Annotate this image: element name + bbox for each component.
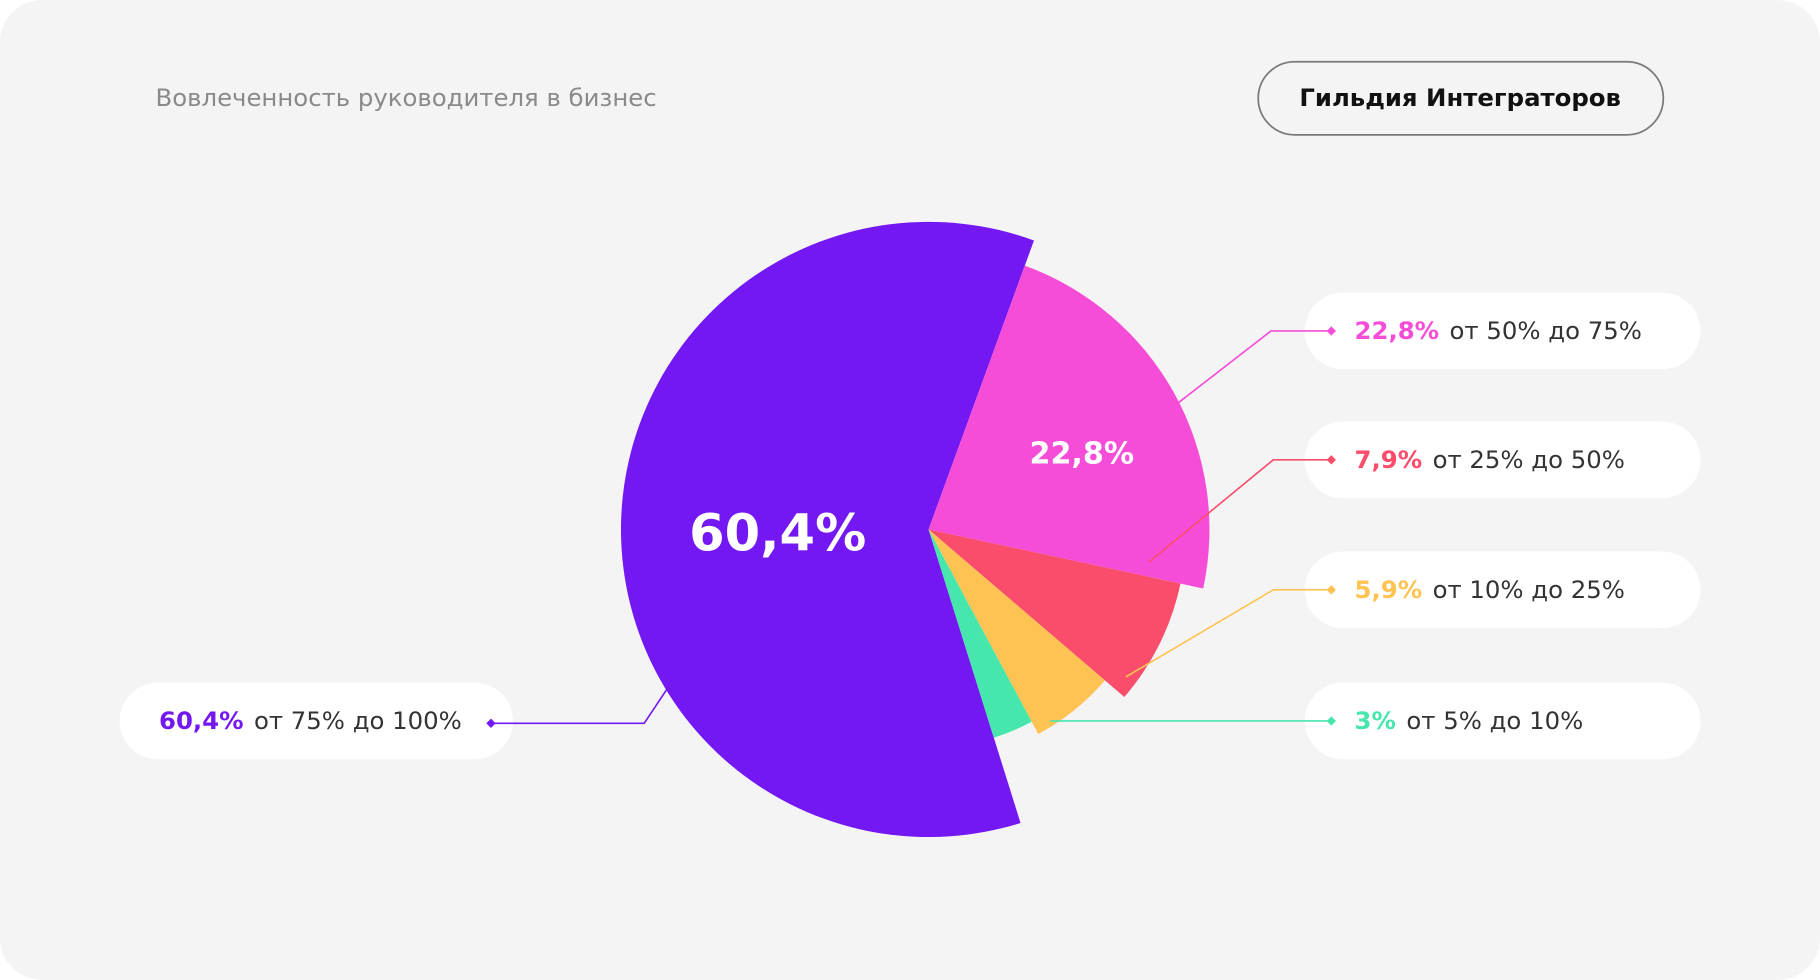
leader-dot	[486, 718, 496, 728]
slice-label: 22,8%	[1029, 437, 1134, 472]
legend-entry: 60,4% от 75% до 100%	[159, 706, 462, 735]
slice	[928, 529, 1181, 698]
leader-dot	[1326, 326, 1336, 336]
legend-name: от 25% до 50%	[1433, 445, 1625, 474]
legend-value: 22,8%	[1355, 316, 1440, 345]
legend-entry: 3% от 5% до 10%	[1355, 706, 1584, 735]
legend-name: от 10% до 25%	[1433, 575, 1625, 604]
legend-pill	[1304, 292, 1701, 370]
legend-value: 3%	[1355, 706, 1396, 735]
slice	[620, 221, 1034, 838]
legend-value: 5,9%	[1355, 575, 1423, 604]
badge	[1257, 60, 1665, 136]
legend-entry: 22,8% от 50% до 75%	[1355, 316, 1642, 345]
slice	[928, 529, 1105, 735]
legend-name: от 50% до 75%	[1450, 316, 1642, 345]
leader-line	[1148, 459, 1332, 563]
legend-entry: 5,9% от 10% до 25%	[1355, 575, 1625, 604]
legend-entry: 7,9% от 25% до 50%	[1355, 445, 1625, 474]
slice-label: 60,4%	[689, 504, 866, 563]
legend-value: 60,4%	[159, 706, 244, 735]
leader-line	[1177, 330, 1332, 404]
chart-title: Вовлеченность руководителя в бизнес	[156, 83, 657, 112]
legend-value: 7,9%	[1355, 445, 1423, 474]
leader-line	[1125, 589, 1332, 678]
legend-pill	[1304, 682, 1701, 760]
slice	[928, 529, 1032, 738]
legend-name: от 75% до 100%	[254, 706, 462, 735]
leader-line	[490, 688, 669, 725]
legend-pill	[1304, 551, 1701, 629]
leader-dot	[1326, 455, 1336, 465]
legend-name: от 5% до 10%	[1406, 706, 1583, 735]
callouts: 60,4% от 75% до 100% 22,8% от 50% до 75% 7,9…	[119, 292, 1701, 760]
legend-pill	[119, 682, 514, 760]
slice	[928, 265, 1210, 589]
badge-text: Гильдия Интеграторов	[1299, 83, 1621, 112]
leader-dot	[1326, 716, 1336, 726]
pie: 60,4% 22,8%	[620, 221, 1210, 838]
legend-pill	[1304, 421, 1701, 499]
